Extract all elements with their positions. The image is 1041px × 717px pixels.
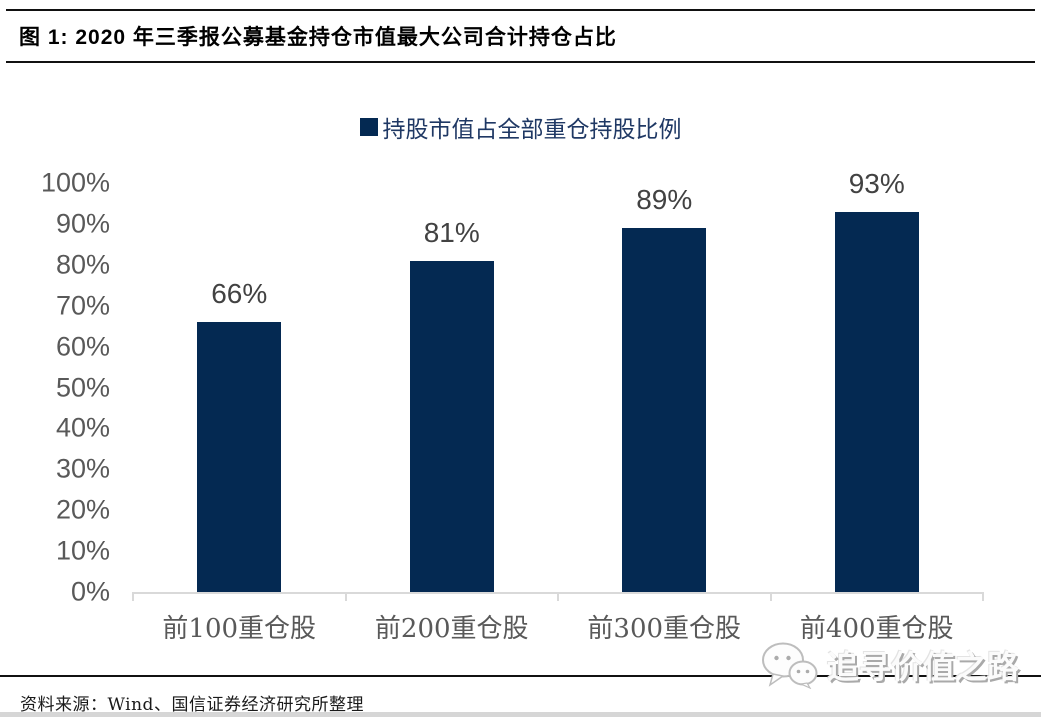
wechat-icon (761, 642, 818, 689)
bar-chart-plot-area: 0% 10% 20% 30% 40% 50% 60% 70% 80% 90% 100% 66% 前100… (41, 168, 984, 644)
x-axis-tick (344, 592, 347, 601)
bar-前400重仓股 (834, 211, 919, 592)
x-axis-category-label: 前300重仓股 (587, 614, 742, 644)
x-axis-tick (132, 592, 134, 601)
x-axis-tick (982, 592, 984, 601)
bottom-edge-strip (0, 712, 1041, 717)
bar-前200重仓股 (409, 260, 494, 592)
y-axis-tick-label: 20% (55, 494, 110, 525)
bottom-rule (0, 675, 1041, 677)
bar-前300重仓股 (622, 228, 707, 592)
x-axis-category-label: 前100重仓股 (162, 614, 317, 644)
y-axis-tick-label: 90% (55, 208, 110, 239)
top-rule (6, 9, 1035, 11)
title-underline-rule (6, 61, 1035, 63)
bar-value-label: 89% (636, 184, 693, 215)
bar-value-label: 66% (211, 278, 268, 310)
legend-swatch (359, 118, 378, 136)
legend-label: 持股市值占全部重仓持股比例 (382, 117, 682, 143)
y-axis-tick-label: 30% (55, 453, 110, 484)
y-axis-tick-label: 50% (55, 372, 110, 402)
x-axis-category-label: 前400重仓股 (799, 614, 954, 644)
bar-value-label: 81% (423, 216, 480, 248)
chart-legend: 持股市值占全部重仓持股比例 (0, 112, 1041, 143)
bar-value-label: 93% (848, 167, 905, 199)
x-axis-tick (769, 592, 772, 601)
x-axis-tick (557, 592, 559, 601)
watermark: 追寻价值之路 (761, 641, 1019, 689)
y-axis-tick-label: 0% (70, 576, 110, 607)
figure-title: 图 1: 2020 年三季报公募基金持仓市值最大公司合计持仓占比 (19, 26, 617, 49)
bar-前100重仓股 (197, 322, 282, 592)
y-axis-tick-label: 40% (55, 412, 110, 443)
x-axis-category-label: 前200重仓股 (374, 614, 529, 644)
source-note: 资料来源：Wind、国信证券经济研究所整理 (20, 695, 364, 715)
y-axis-tick-label: 70% (55, 290, 110, 321)
y-axis-tick-label: 100% (40, 167, 110, 198)
watermark-text: 追寻价值之路 (826, 648, 1019, 686)
y-axis-tick-label: 80% (55, 249, 110, 280)
y-axis-tick-label: 60% (55, 331, 110, 362)
y-axis-tick-label: 10% (55, 535, 110, 566)
